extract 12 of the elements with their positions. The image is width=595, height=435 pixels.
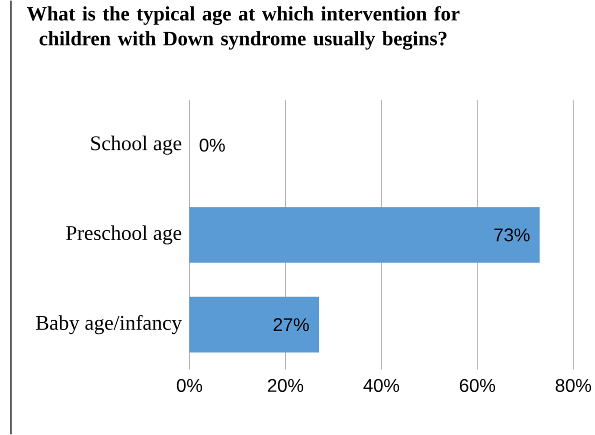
y-tick-label: School age — [91, 136, 182, 155]
x-tick-label: 60% — [460, 379, 496, 392]
x-tick-label: 40% — [363, 379, 400, 392]
chart-title: What is the typical age at which intervention for children with Down syndrome usually begins? — [26, 6, 460, 50]
data-label: 27% — [274, 318, 309, 332]
x-tick-label: 20% — [268, 379, 304, 392]
data-label: 0% — [200, 138, 225, 152]
x-tick-label: 80% — [556, 379, 592, 392]
y-tick-label: Baby age/infancy — [36, 315, 182, 334]
y-tick-label: Preschool age — [66, 225, 182, 244]
data-label: 73% — [494, 228, 530, 242]
x-tick-label: 0% — [176, 379, 202, 392]
